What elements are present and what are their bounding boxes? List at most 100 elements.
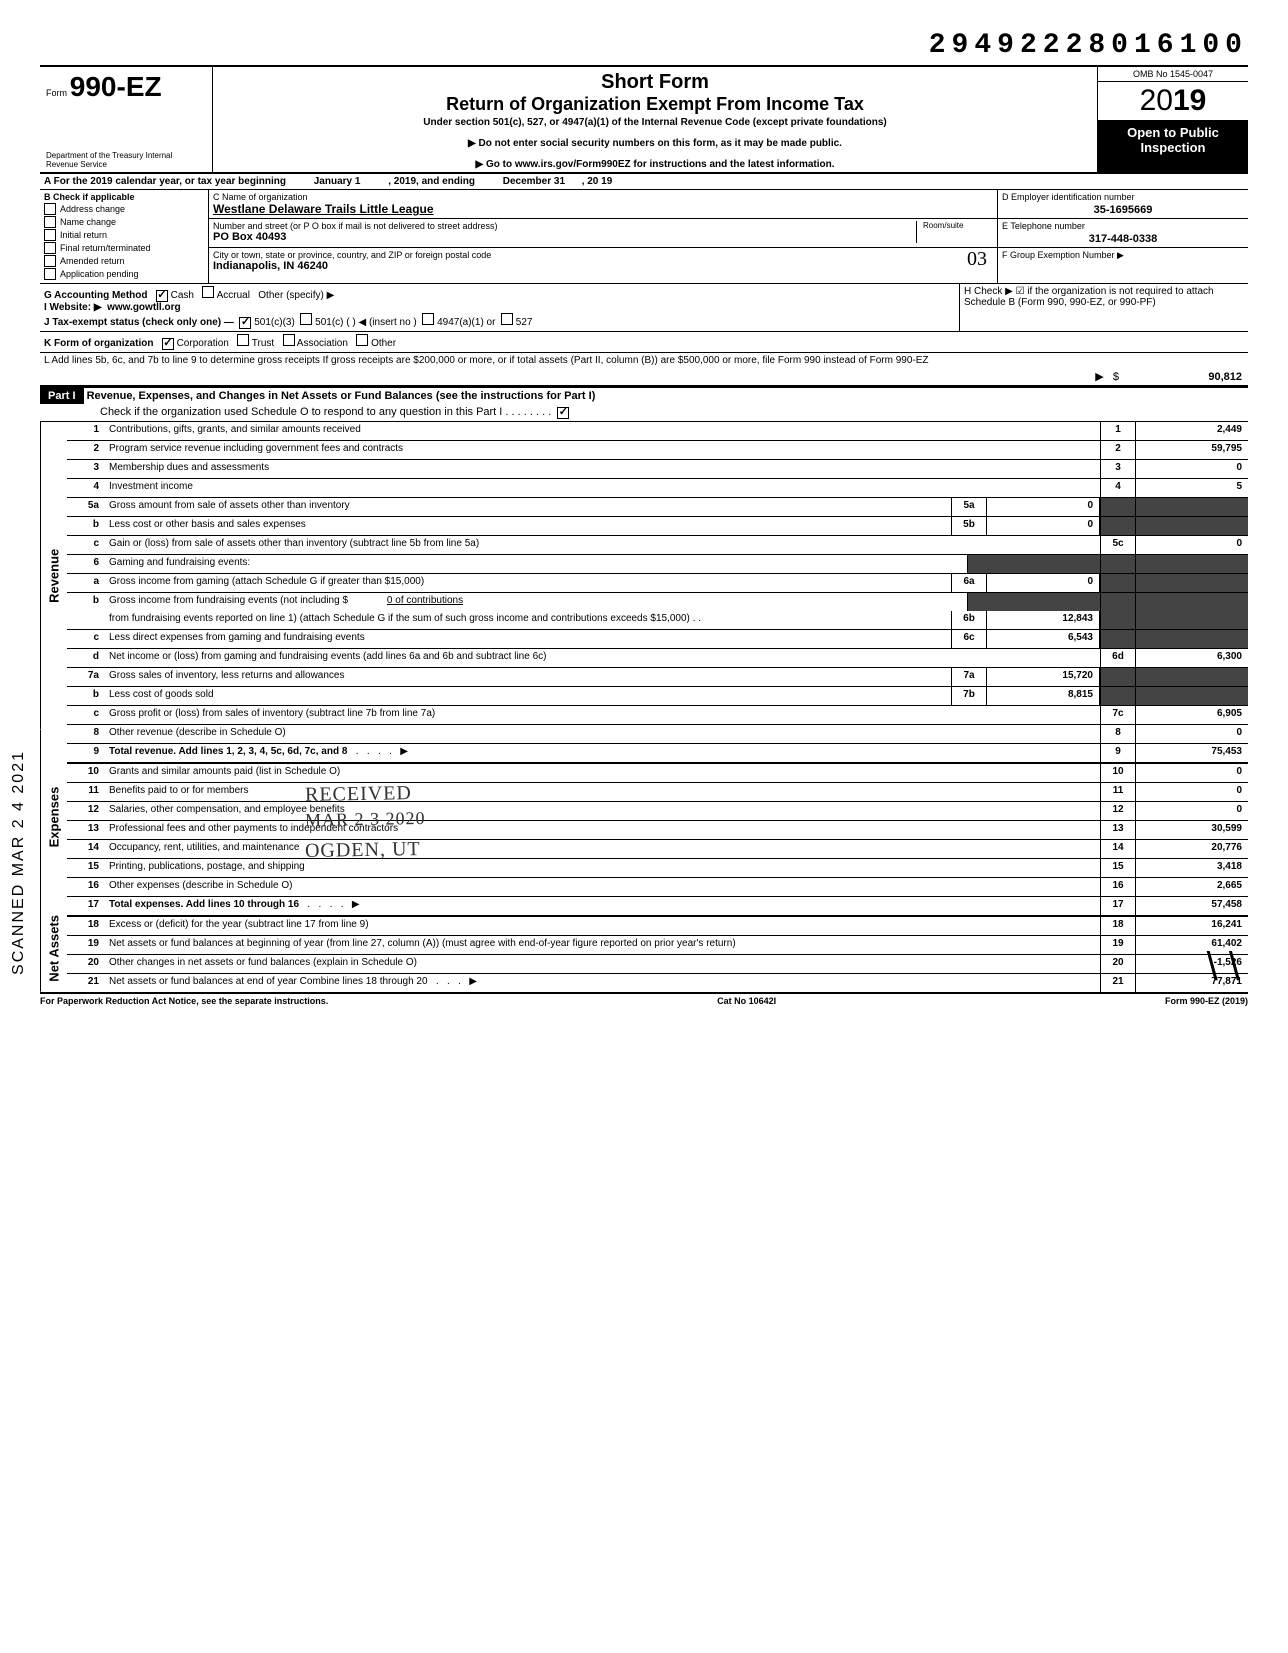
checkbox-accrual[interactable] [202, 286, 214, 298]
line-15-desc: Printing, publications, postage, and shi… [105, 859, 1100, 877]
side-label-net-assets: Net Assets [40, 904, 67, 992]
year-suffix: 19 [1173, 84, 1206, 117]
part-1-header-row: Part I Revenue, Expenses, and Changes in… [40, 386, 1248, 422]
line-1-desc: Contributions, gifts, grants, and simila… [105, 422, 1100, 440]
row-a-tax-year: A For the 2019 calendar year, or tax yea… [40, 174, 1248, 190]
line-7b-desc: Less cost of goods sold [105, 687, 951, 705]
line-7b-val: 8,815 [987, 687, 1100, 705]
line-18-val: 16,241 [1136, 917, 1248, 935]
label-527: 527 [516, 317, 533, 328]
section-g-h: G Accounting Method Cash Accrual Other (… [40, 284, 1248, 332]
checkbox-corporation[interactable] [162, 338, 174, 350]
line-2-desc: Program service revenue including govern… [105, 441, 1100, 459]
part-1-badge: Part I [40, 388, 84, 404]
checkbox-schedule-o[interactable] [557, 407, 569, 419]
year-prefix: 20 [1140, 84, 1173, 117]
col-de-right: D Employer identification number 35-1695… [997, 190, 1248, 283]
phone-label: E Telephone number [1002, 221, 1244, 231]
line-16-desc: Other expenses (describe in Schedule O) [105, 878, 1100, 896]
checkbox-association[interactable] [283, 334, 295, 346]
group-exemption-label: F Group Exemption Number ▶ [1002, 250, 1244, 261]
line-7c-desc: Gross profit or (loss) from sales of inv… [105, 706, 1100, 724]
checkbox-501c[interactable] [300, 313, 312, 325]
line-14-desc: Occupancy, rent, utilities, and maintena… [105, 840, 1100, 858]
line-3-desc: Membership dues and assessments [105, 460, 1100, 478]
form-header: Form 990-EZ Department of the Treasury I… [40, 65, 1248, 174]
street-label: Number and street (or P O box if mail is… [213, 221, 993, 231]
checkbox-cash[interactable] [156, 290, 168, 302]
line-4-val: 5 [1136, 479, 1248, 497]
line-6d-val: 6,300 [1136, 649, 1248, 667]
line-6a-desc: Gross income from gaming (attach Schedul… [105, 574, 951, 592]
line-8-val: 0 [1136, 725, 1248, 743]
label-501c3: 501(c)(3) [254, 317, 295, 328]
line-6b-val: 12,843 [987, 611, 1100, 629]
row-a-end: December 31 [503, 176, 565, 187]
line-19-desc: Net assets or fund balances at beginning… [105, 936, 1100, 954]
city-value: Indianapolis, IN 46240 [213, 260, 993, 272]
form-number: 990-EZ [70, 71, 162, 102]
row-a-label: A For the 2019 calendar year, or tax yea… [44, 176, 286, 187]
checkbox-initial-return[interactable] [44, 229, 56, 241]
line-13-desc: Professional fees and other payments to … [105, 821, 1100, 839]
checkbox-name-change[interactable] [44, 216, 56, 228]
label-name-change: Name change [60, 217, 116, 227]
checkbox-address-change[interactable] [44, 203, 56, 215]
line-6b-mid: 0 of contributions [387, 595, 463, 606]
line-16-val: 2,665 [1136, 878, 1248, 896]
line-14-val: 20,776 [1136, 840, 1248, 858]
checkbox-4947[interactable] [422, 313, 434, 325]
col-b-checkboxes: B Check if applicable Address change Nam… [40, 190, 209, 283]
omb-number: OMB No 1545-0047 [1098, 67, 1248, 82]
line-h: H Check ▶ ☑ if the organization is not r… [959, 284, 1248, 331]
label-corporation: Corporation [177, 338, 229, 349]
row-a-year-suffix: , 20 19 [582, 176, 613, 187]
row-a-begin: January 1 [314, 176, 361, 187]
line-k-label: K Form of organization [44, 338, 153, 349]
line-5c-val: 0 [1136, 536, 1248, 554]
checkbox-amended-return[interactable] [44, 255, 56, 267]
checkbox-527[interactable] [501, 313, 513, 325]
line-9-val: 75,453 [1136, 744, 1248, 762]
line-6d-desc: Net income or (loss) from gaming and fun… [105, 649, 1100, 667]
return-title: Return of Organization Exempt From Incom… [221, 94, 1089, 115]
handwritten-paren: \ \ [1207, 945, 1240, 990]
subtitle: Under section 501(c), 527, or 4947(a)(1)… [221, 117, 1089, 128]
line-20-desc: Other changes in net assets or fund bala… [105, 955, 1100, 973]
col-c-org-info: C Name of organization Westlane Delaware… [209, 190, 997, 283]
label-trust: Trust [252, 338, 274, 349]
ein-value: 35-1695669 [1002, 204, 1244, 216]
checkbox-final-return[interactable] [44, 242, 56, 254]
line-12-val: 0 [1136, 802, 1248, 820]
line-g-label: G Accounting Method [44, 290, 148, 301]
line-10-desc: Grants and similar amounts paid (list in… [105, 764, 1100, 782]
street-value: PO Box 40493 [213, 231, 993, 243]
part-1-check-line: Check if the organization used Schedule … [100, 406, 551, 418]
line-13-val: 30,599 [1136, 821, 1248, 839]
line-j-label: J Tax-exempt status (check only one) — [44, 317, 234, 328]
handwritten-note: 03 [967, 248, 987, 271]
line-17-val: 57,458 [1136, 897, 1248, 915]
open-to-public: Open to Public Inspection [1098, 121, 1248, 172]
checkbox-application-pending[interactable] [44, 268, 56, 280]
checkbox-501c3[interactable] [239, 317, 251, 329]
tax-year: 2019 [1098, 82, 1248, 121]
footer-right: Form 990-EZ (2019) [1165, 996, 1248, 1006]
line-8-desc: Other revenue (describe in Schedule O) [105, 725, 1100, 743]
line-6c-desc: Less direct expenses from gaming and fun… [105, 630, 951, 648]
label-4947: 4947(a)(1) or [437, 317, 495, 328]
website-value: www.gowtll.org [107, 302, 181, 313]
room-suite-label: Room/suite [916, 221, 993, 243]
label-cash: Cash [171, 290, 194, 301]
checkbox-trust[interactable] [237, 334, 249, 346]
line-9-desc: Total revenue. Add lines 1, 2, 3, 4, 5c,… [109, 746, 347, 757]
label-final-return: Final return/terminated [60, 243, 151, 253]
footer: For Paperwork Reduction Act Notice, see … [40, 994, 1248, 1008]
line-5c-desc: Gain or (loss) from sale of assets other… [105, 536, 1100, 554]
name-label: C Name of organization [213, 192, 993, 202]
side-label-revenue: Revenue [40, 422, 67, 729]
line-21-desc: Net assets or fund balances at end of ye… [109, 976, 428, 987]
label-address-change: Address change [60, 204, 125, 214]
line-11-desc: Benefits paid to or for members [109, 785, 249, 796]
checkbox-other-org[interactable] [356, 334, 368, 346]
